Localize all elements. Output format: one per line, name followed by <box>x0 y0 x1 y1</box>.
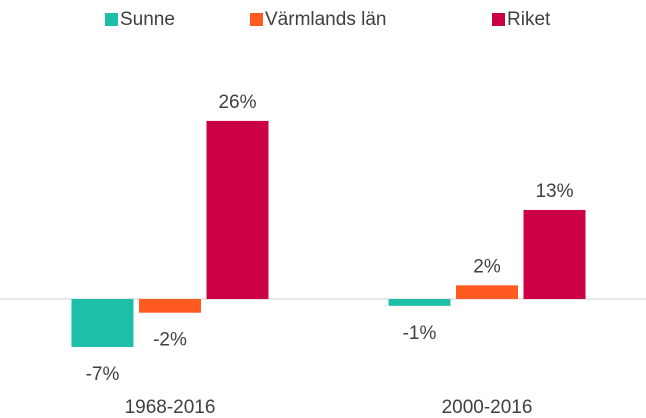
bar <box>71 299 134 347</box>
legend-swatch <box>250 13 263 26</box>
legend-label: Sunne <box>120 9 175 30</box>
bar <box>139 299 201 313</box>
data-label: 26% <box>218 92 256 113</box>
x-tick-label: 1968-2016 <box>125 397 216 418</box>
bar <box>456 285 518 299</box>
data-label: 13% <box>535 181 573 202</box>
x-tick-label: 2000-2016 <box>442 397 533 418</box>
data-label: -7% <box>86 364 120 385</box>
data-label: -1% <box>403 323 437 344</box>
bar <box>523 209 586 299</box>
bar <box>388 299 451 306</box>
data-label: 2% <box>473 256 501 277</box>
legend-swatch <box>492 13 505 26</box>
legend-label: Riket <box>507 9 551 30</box>
legend-swatch <box>105 13 118 26</box>
legend-label: Värmlands län <box>265 9 386 30</box>
bar <box>206 120 269 300</box>
data-label: -2% <box>153 330 187 351</box>
